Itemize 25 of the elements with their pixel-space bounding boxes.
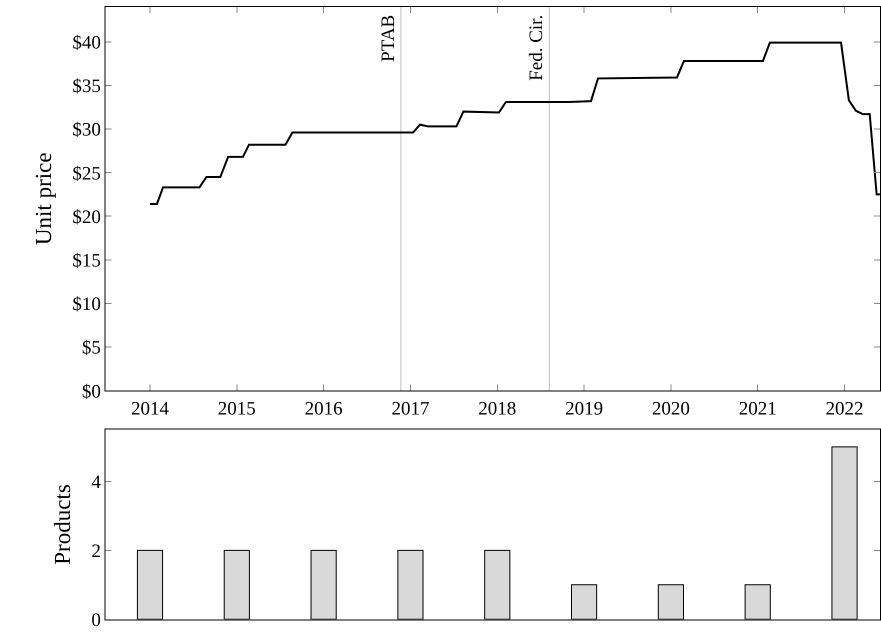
- x-tick-label: 2021: [738, 398, 777, 420]
- x-tick-label: 2015: [218, 398, 256, 420]
- ref-line-label: Fed. Cir.: [526, 14, 547, 81]
- y-tick-label: $35: [72, 76, 101, 98]
- x-tick-label: 2016: [304, 398, 343, 420]
- x-tick-label: 2014: [131, 398, 170, 420]
- x-tick-label: 2020: [652, 398, 690, 420]
- y-tick-label: $5: [82, 338, 101, 359]
- y-tick-label: 4: [91, 472, 102, 494]
- y-tick-label: 2: [91, 540, 101, 562]
- y-tick-label: $0: [82, 381, 101, 402]
- y-tick-label: $40: [72, 32, 101, 54]
- y-axis-title: Unit price: [30, 152, 56, 246]
- x-tick-label: 2022: [826, 398, 864, 420]
- y-tick-label: $25: [72, 163, 101, 184]
- y-tick-label: 0: [91, 610, 101, 631]
- ref-line-label: PTAB: [378, 14, 399, 62]
- y-axis-title: Products: [50, 484, 75, 565]
- x-tick-label: 2019: [565, 398, 604, 420]
- y-tick-label: $10: [72, 294, 101, 316]
- x-tick-label: 2018: [478, 398, 516, 420]
- x-tick-label: 2017: [391, 398, 430, 420]
- y-tick-label: $15: [72, 250, 101, 272]
- y-tick-label: $20: [72, 206, 101, 228]
- y-tick-label: $30: [72, 120, 101, 141]
